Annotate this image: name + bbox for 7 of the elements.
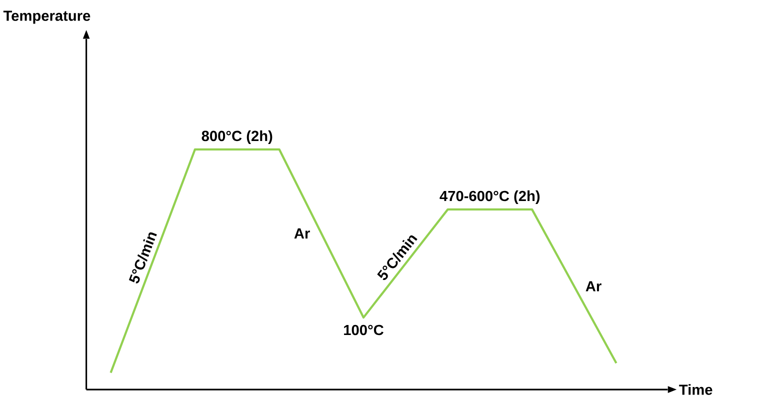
annotation: Ar	[294, 228, 310, 239]
x-axis-title: Time	[679, 384, 712, 395]
text: Temperature	[3, 10, 90, 24]
text: 800°C (2h)	[202, 130, 272, 144]
annotation: 470-600°C (2h)	[440, 190, 540, 204]
annotation: 100°C	[344, 324, 384, 336]
annotation: Ar	[586, 281, 602, 292]
